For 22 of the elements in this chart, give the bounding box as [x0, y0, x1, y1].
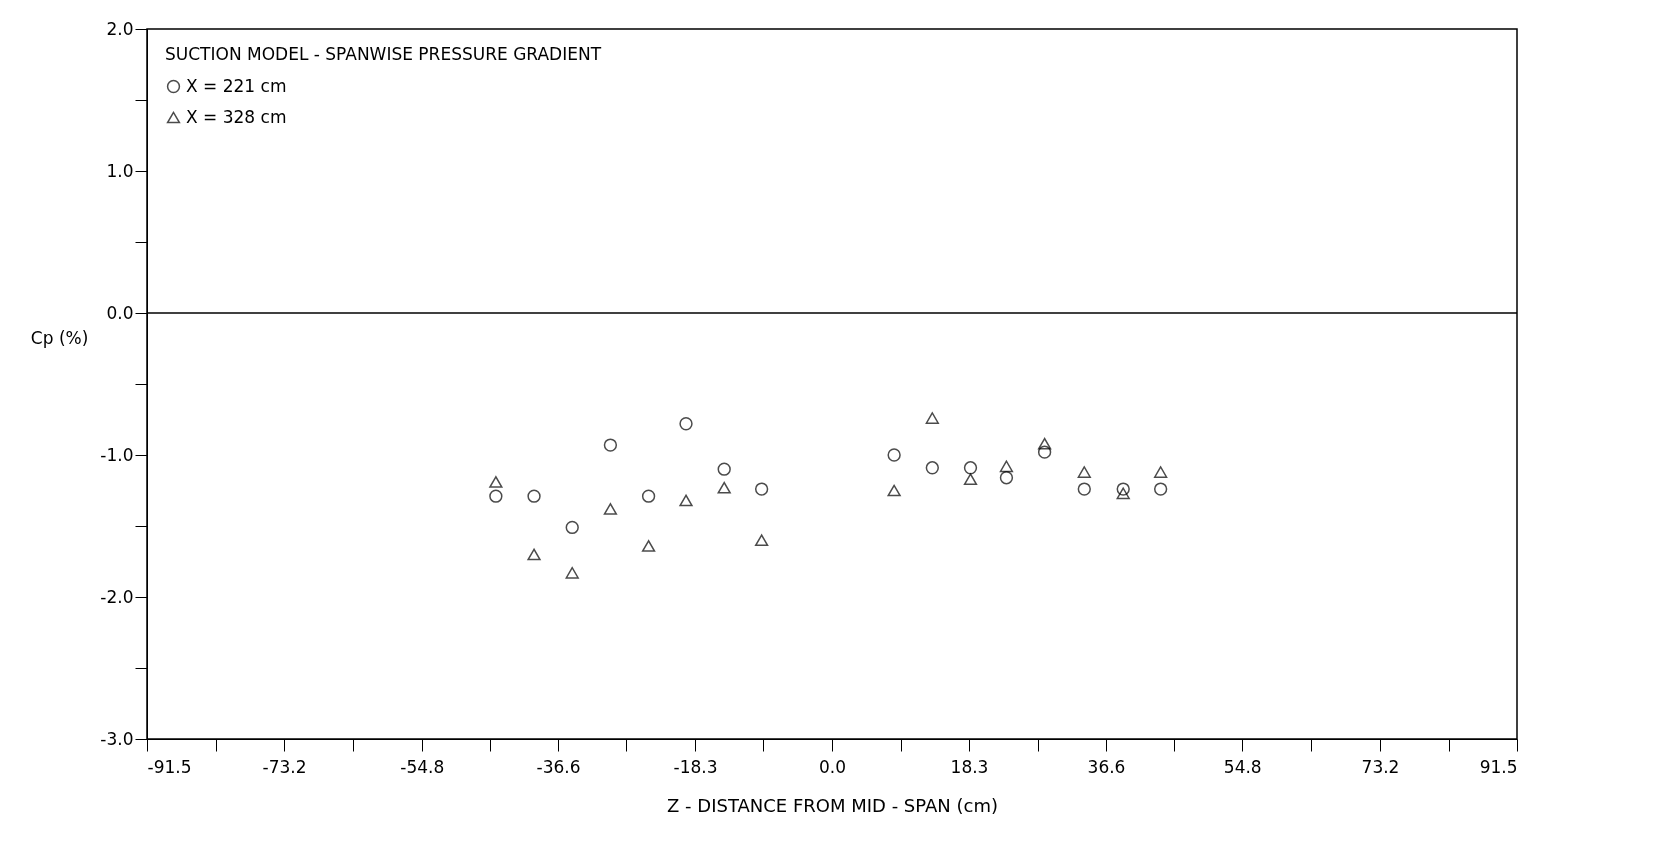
x-tick-label: -91.5 — [147, 756, 192, 777]
x-tick-label: -36.6 — [536, 756, 581, 777]
legend-label: X = 221 cm — [186, 75, 287, 96]
x-tick-label: -54.8 — [400, 756, 445, 777]
x-tick-label: -18.3 — [673, 756, 718, 777]
y-axis-title: Cp (%) — [30, 327, 89, 348]
y-tick-label: 2.0 — [106, 18, 134, 39]
y-tick-label: -2.0 — [100, 586, 134, 607]
x-axis-title: Z - DISTANCE FROM MID - SPAN (cm) — [667, 794, 998, 816]
y-tick-label: 0.0 — [106, 302, 134, 323]
x-tick-label: 54.8 — [1223, 756, 1262, 777]
y-tick-label: 1.0 — [106, 160, 134, 181]
y-tick-label: -1.0 — [100, 444, 134, 465]
y-tick-label: -3.0 — [100, 728, 134, 749]
x-tick-label: -73.2 — [262, 756, 307, 777]
legend-title: SUCTION MODEL - SPANWISE PRESSURE GRADIENT — [165, 44, 602, 64]
x-tick-label: 73.2 — [1361, 756, 1400, 777]
x-tick-label: 36.6 — [1087, 756, 1126, 777]
legend-label: X = 328 cm — [186, 106, 287, 127]
x-tick-label: 91.5 — [1479, 756, 1518, 777]
x-tick-label: 18.3 — [950, 756, 989, 777]
x-tick-label: 0.0 — [818, 756, 847, 777]
